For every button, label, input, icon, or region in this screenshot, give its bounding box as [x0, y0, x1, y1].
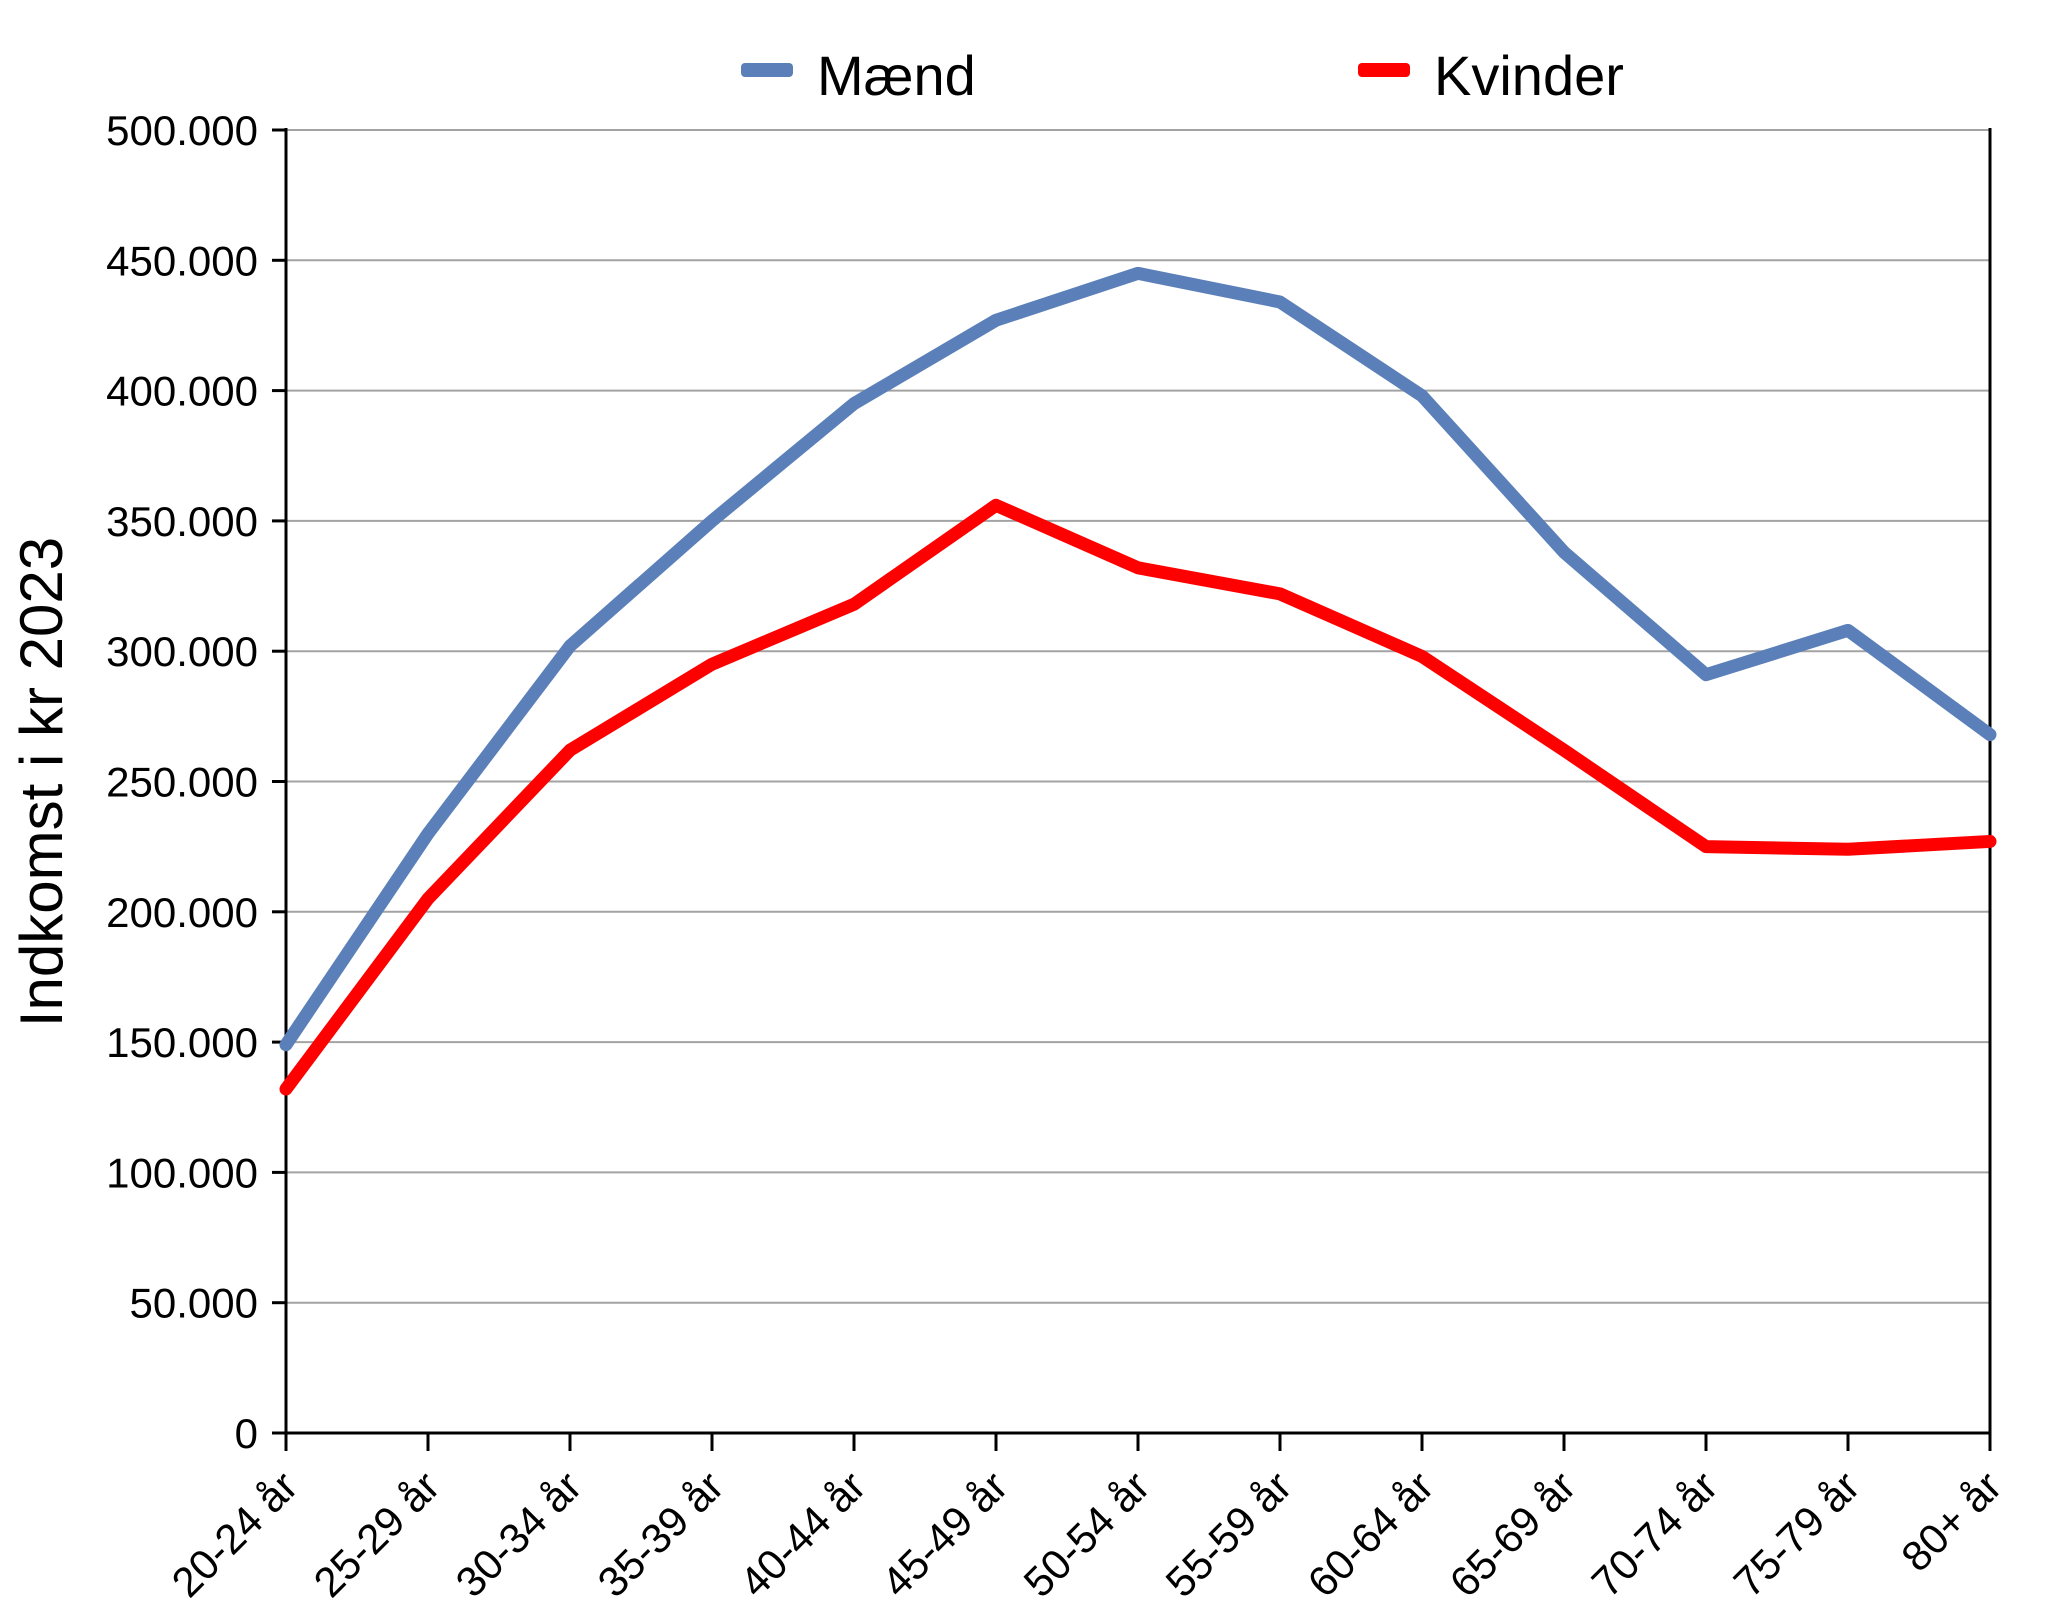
legend: Mænd Kvinder — [741, 44, 1624, 107]
y-tick-label: 500.000 — [106, 107, 258, 154]
y-tick-label: 50.000 — [130, 1280, 258, 1327]
y-tick-label: 300.000 — [106, 628, 258, 675]
legend-maend-swatch — [741, 63, 793, 77]
series-line-kvinder — [279, 498, 1997, 1096]
y-tick-label: 150.000 — [106, 1019, 258, 1066]
x-tick-label: 75-79 år — [1725, 1462, 1869, 1606]
y-tick-label: 0 — [235, 1410, 258, 1457]
y-tick-label: 450.000 — [106, 237, 258, 284]
x-tick-label: 20-24 år — [163, 1462, 307, 1606]
x-tick-label: 80+ år — [1892, 1462, 2010, 1580]
x-tick-label: 40-44 år — [731, 1462, 875, 1606]
x-tick-label: 60-64 år — [1299, 1462, 1443, 1606]
plot-area: 0 50.000 100.000 150.000 200.000 250.000 300.0… — [106, 107, 2010, 1606]
legend-maend-label: Mænd — [817, 44, 976, 107]
legend-kvinder-swatch — [1358, 63, 1410, 77]
y-axis-title: Indkomst i kr 2023 — [8, 537, 75, 1027]
x-tick-label: 25-29 år — [305, 1462, 449, 1606]
y-tick-label: 250.000 — [106, 759, 258, 806]
x-tick-label: 65-69 år — [1441, 1462, 1585, 1606]
x-tick-label: 55-59 år — [1157, 1462, 1301, 1606]
series-line-mænd — [279, 266, 1997, 1052]
y-tick-label: 200.000 — [106, 889, 258, 936]
x-tick-label: 70-74 år — [1583, 1462, 1727, 1606]
x-tick-label: 35-39 år — [589, 1462, 733, 1606]
y-tick-label: 100.000 — [106, 1149, 258, 1196]
x-tick-label: 50-54 år — [1015, 1462, 1159, 1606]
x-tick-label: 45-49 år — [873, 1462, 1017, 1606]
y-tick-label: 350.000 — [106, 498, 258, 545]
y-tick-label: 400.000 — [106, 368, 258, 415]
legend-kvinder-label: Kvinder — [1434, 44, 1624, 107]
x-tick-label: 30-34 år — [447, 1462, 591, 1606]
